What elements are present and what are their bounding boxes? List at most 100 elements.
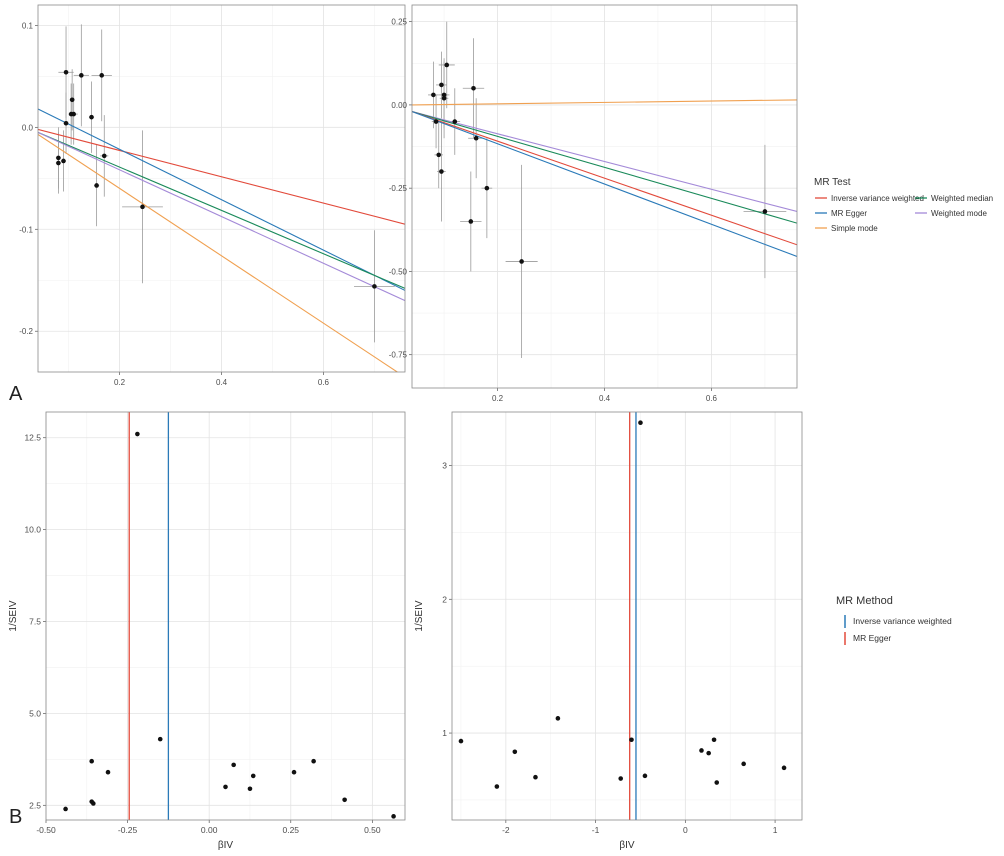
plot-background: [452, 412, 802, 820]
data-point: [441, 95, 447, 101]
data-point: [56, 160, 61, 166]
y-tick-label: -0.50: [389, 267, 408, 276]
x-tick-label: 0.25: [282, 825, 299, 835]
data-point: [519, 259, 524, 264]
y-tick-label: 0.0: [22, 123, 34, 132]
y-tick-label: 5.0: [29, 708, 41, 718]
y-tick-label: -0.75: [389, 351, 408, 360]
data-point: [638, 420, 643, 426]
data-point: [135, 431, 140, 437]
panel-label-b: B: [9, 806, 23, 828]
x-tick-label: 0.4: [599, 394, 611, 403]
data-point: [512, 749, 518, 755]
data-point: [291, 769, 297, 775]
data-point: [618, 776, 624, 781]
plot-marks: [458, 412, 787, 820]
y-tick-label: 0.00: [391, 101, 407, 110]
data-point: [63, 120, 69, 126]
regression-line-weighted-median: [412, 111, 797, 224]
plot-border: [37, 4, 406, 373]
scatter-plot-right: 0.2 0.4 0.6 0.25 0.00 -0.25 -0.50 -0.75: [389, 4, 798, 403]
data-point: [223, 784, 228, 790]
data-point: [61, 158, 66, 164]
y-tick-label: 0.25: [391, 18, 407, 27]
legend-label-mr-egger: MR Egger: [831, 209, 867, 218]
plot-border: [451, 411, 803, 821]
x-tick-label: 0.2: [492, 394, 504, 403]
data-point: [342, 797, 347, 803]
data-point: [714, 780, 720, 785]
legend-label-simple-mode: Simple mode: [831, 224, 878, 233]
data-point: [157, 736, 163, 742]
regression-line-mr-egger: [38, 108, 405, 291]
data-point: [105, 769, 111, 775]
legend-label-method-ivw: Inverse variance weighted: [853, 616, 952, 626]
x-tick-label: -2: [502, 825, 510, 835]
y-tick-label: -0.1: [19, 225, 33, 234]
regression-line-inverse-variance-weighted: [412, 111, 797, 246]
data-point: [555, 716, 561, 721]
data-point: [444, 62, 450, 68]
data-point: [89, 758, 94, 764]
plot-background: [46, 412, 405, 820]
data-point: [79, 73, 84, 78]
data-point: [706, 750, 711, 756]
data-point: [71, 111, 76, 117]
x-tick-label: 0.50: [364, 825, 381, 835]
legend-label-method-egger: MR Egger: [853, 633, 891, 643]
mr-method-legend-title: MR Method: [836, 595, 893, 607]
x-tick-label: 0.4: [216, 378, 228, 387]
x-tick-label: 0.2: [114, 378, 126, 387]
data-point: [391, 814, 396, 819]
x-axis-title: βIV: [218, 840, 234, 851]
x-axis-title: βIV: [619, 840, 635, 851]
scatter-plot-left: 0.2 0.4 0.6 0.1 0.0 -0.1 -0.2: [19, 4, 406, 387]
plot-border: [411, 4, 798, 389]
data-point: [69, 97, 75, 103]
plot-marks: [38, 24, 405, 372]
x-tick-label: 0.6: [706, 394, 718, 403]
y-tick-label: 1: [442, 728, 447, 738]
data-point: [431, 92, 436, 98]
y-tick-label: 2.5: [29, 800, 41, 810]
x-tick-label: -1: [592, 825, 600, 835]
data-point: [473, 135, 479, 141]
data-point: [63, 806, 68, 812]
mr-test-legend-title: MR Test: [814, 177, 851, 188]
plot-marks: [63, 412, 396, 820]
y-tick-label: -0.2: [19, 327, 33, 336]
x-tick-label: -0.25: [118, 825, 138, 835]
plot-marks: [412, 21, 797, 359]
y-tick-label: 0.1: [22, 21, 34, 30]
regression-line-inverse-variance-weighted: [38, 128, 405, 225]
data-point: [441, 92, 447, 98]
data-point: [140, 204, 145, 210]
data-point: [471, 85, 476, 91]
y-tick-label: 10.0: [24, 525, 41, 535]
data-point: [372, 284, 377, 289]
regression-line-weighted-median: [38, 131, 405, 289]
data-point: [63, 69, 69, 75]
data-point: [89, 114, 94, 120]
data-point: [99, 73, 105, 78]
x-tick-label: 0.00: [201, 825, 218, 835]
data-point: [94, 183, 99, 188]
x-tick-label: 0: [683, 825, 688, 835]
funnel-plot-right: -2 -1 0 1 1 2 3 βIV 1/SEIV: [414, 411, 803, 851]
legend-label-ivw: Inverse variance weighted: [831, 194, 924, 203]
data-point: [56, 155, 61, 161]
data-point: [439, 169, 444, 174]
data-point: [533, 774, 538, 780]
y-tick-label: 7.5: [29, 617, 41, 627]
plot-border: [45, 411, 406, 821]
data-point: [439, 82, 444, 88]
data-point: [781, 765, 787, 771]
data-point: [458, 738, 464, 744]
y-axis-title: 1/SEIV: [414, 600, 425, 631]
data-point: [433, 119, 439, 124]
regression-line-simple-mode: [412, 99, 797, 106]
data-point: [494, 784, 500, 789]
y-tick-label: 3: [442, 461, 447, 471]
data-point: [711, 737, 717, 743]
